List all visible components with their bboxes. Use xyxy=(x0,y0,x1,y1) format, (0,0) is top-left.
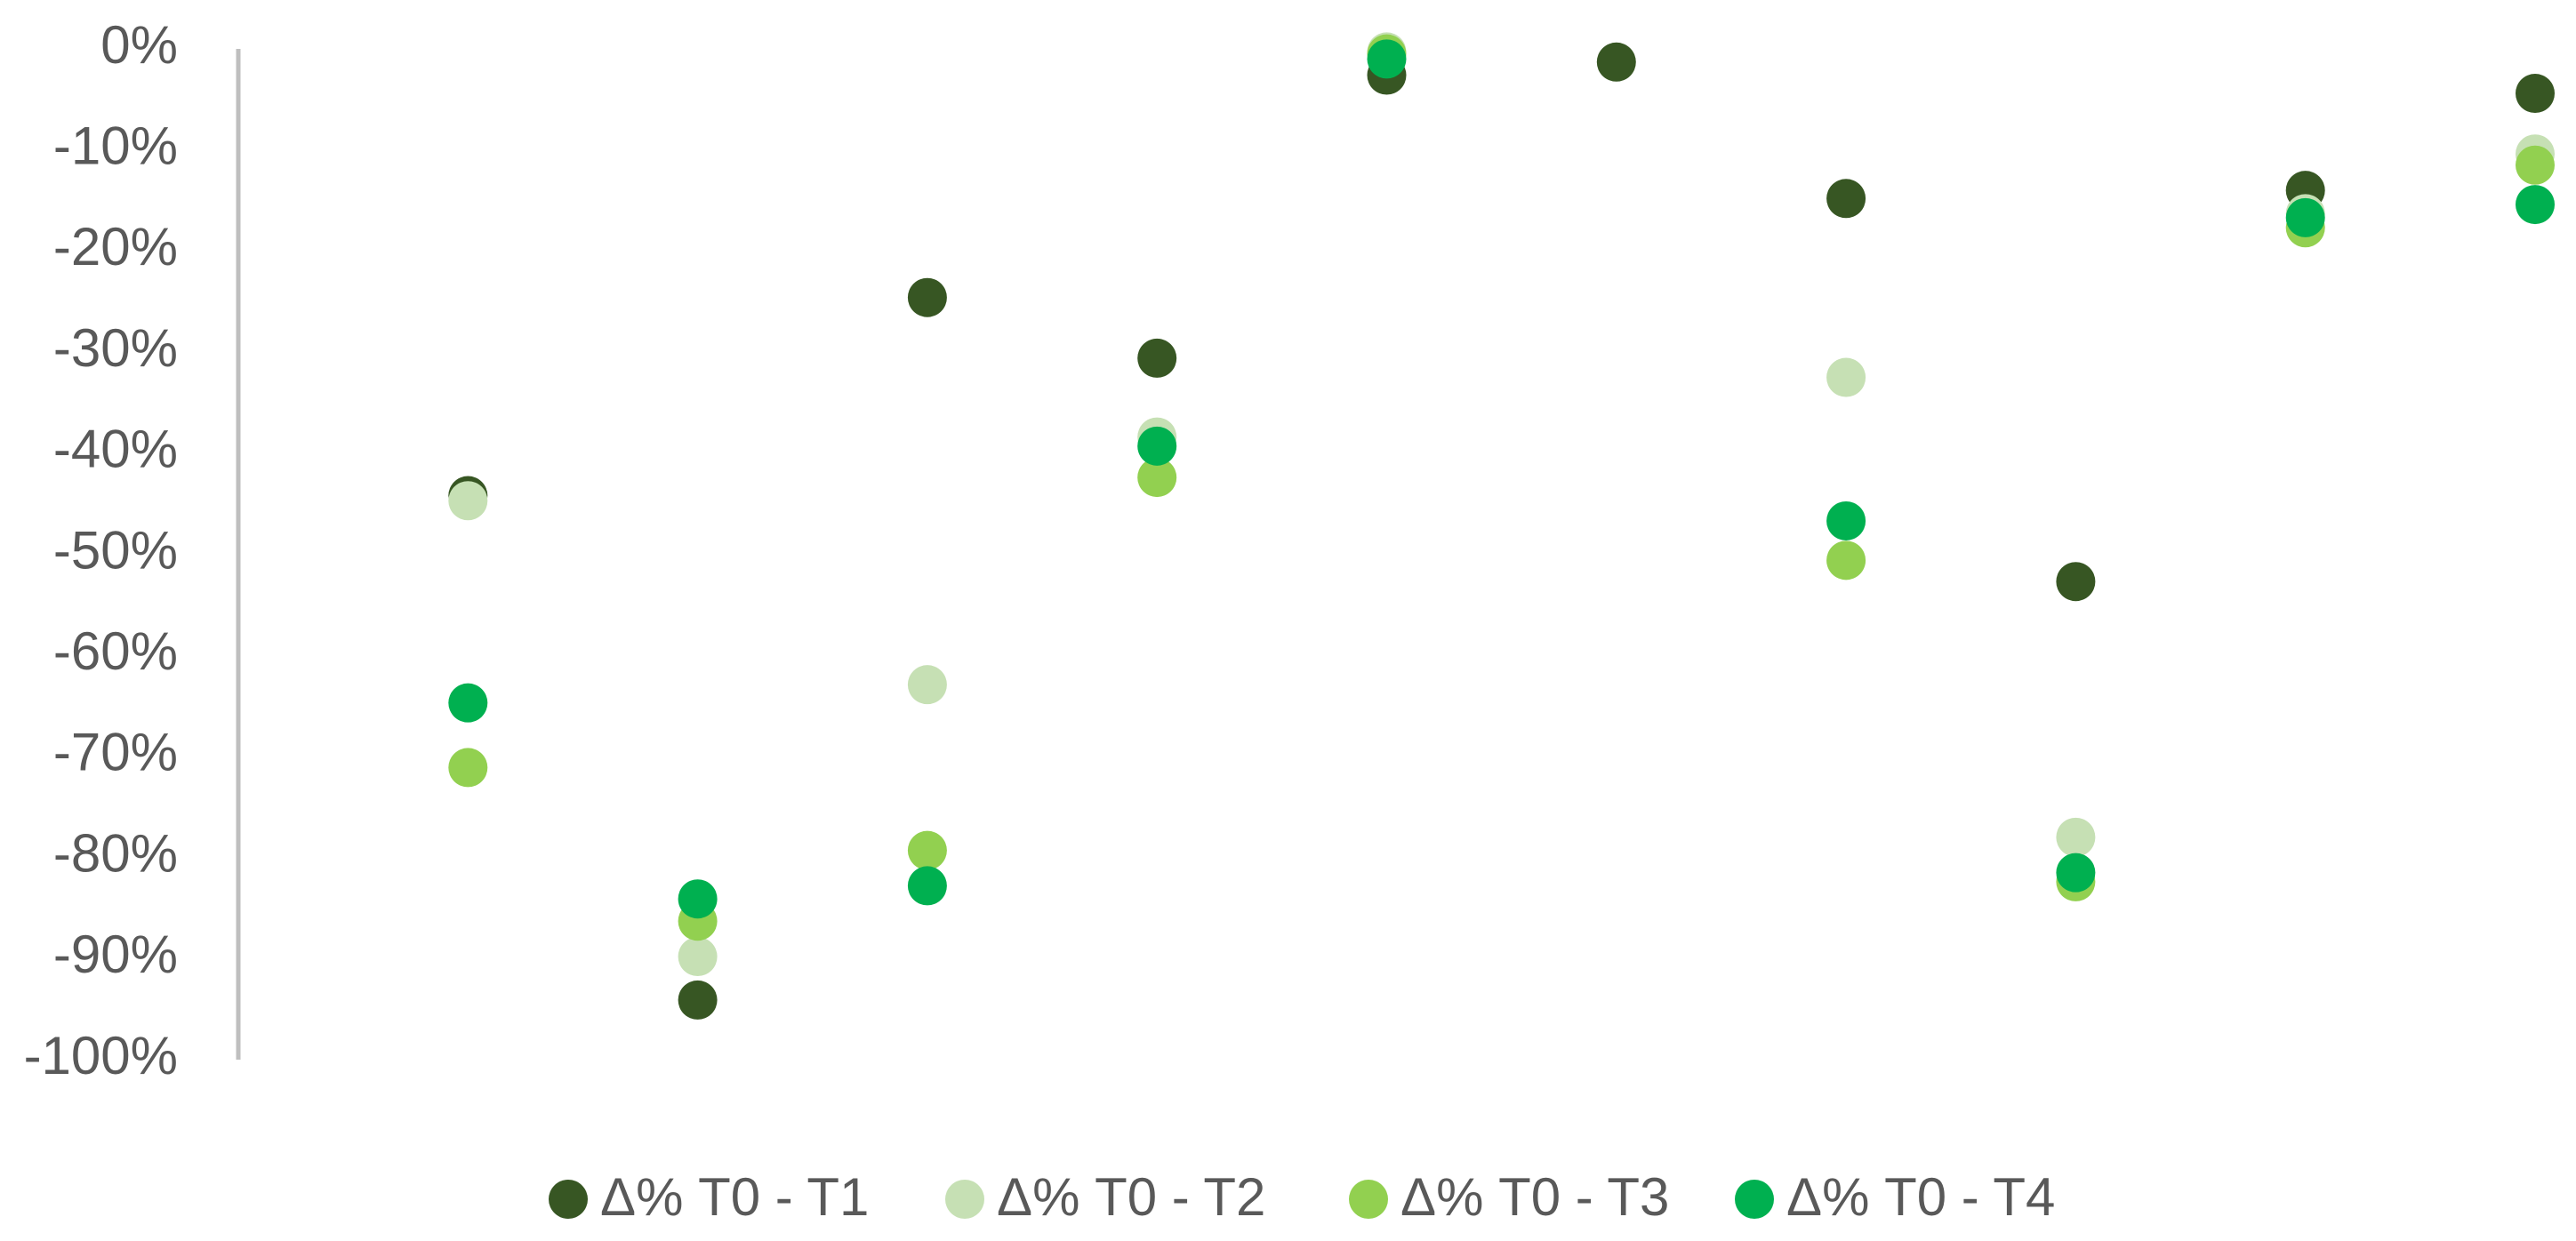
dot xyxy=(448,683,488,723)
y-tick-label: -100% xyxy=(24,1026,178,1085)
legend-marker xyxy=(945,1180,984,1219)
dot xyxy=(2056,562,2096,602)
legend-label: Δ% T0 - T2 xyxy=(997,1167,1265,1227)
dot xyxy=(448,748,488,788)
y-tick-label: -10% xyxy=(53,116,178,176)
dot xyxy=(448,481,488,521)
dot xyxy=(2516,74,2555,114)
dot xyxy=(2056,817,2096,857)
dot xyxy=(907,830,947,870)
dot xyxy=(2516,145,2555,185)
y-tick-label: -50% xyxy=(53,520,178,580)
legend-marker xyxy=(549,1180,588,1219)
y-tick-label: -80% xyxy=(53,823,178,883)
dot xyxy=(678,879,718,919)
y-tick-label: -40% xyxy=(53,420,178,479)
dot xyxy=(1137,426,1177,466)
y-tick-label: 0% xyxy=(100,15,178,75)
dot xyxy=(1826,540,1866,580)
dot xyxy=(907,277,947,317)
y-tick-label: -20% xyxy=(53,217,178,276)
y-tick-label: -60% xyxy=(53,621,178,681)
dot xyxy=(1826,179,1866,219)
dot xyxy=(907,665,947,705)
dot xyxy=(1596,42,1636,82)
y-tick-label: -90% xyxy=(53,925,178,984)
legend-label: Δ% T0 - T4 xyxy=(1786,1167,2055,1227)
dot xyxy=(1826,357,1866,397)
dot xyxy=(2516,185,2555,225)
dot xyxy=(678,937,718,977)
legend-label: Δ% T0 - T3 xyxy=(1400,1167,1669,1227)
dot xyxy=(1137,338,1177,378)
dot xyxy=(1826,500,1866,540)
dot xyxy=(907,866,947,906)
legend-marker xyxy=(1735,1180,1774,1219)
dot xyxy=(1137,458,1177,498)
legend-marker xyxy=(1349,1180,1388,1219)
dot xyxy=(1367,39,1407,79)
legend-label: Δ% T0 - T1 xyxy=(600,1167,869,1227)
y-tick-label: -70% xyxy=(53,723,178,782)
dot xyxy=(678,980,718,1020)
dot xyxy=(2285,197,2325,237)
dot xyxy=(2056,853,2096,893)
y-tick-label: -30% xyxy=(53,318,178,378)
